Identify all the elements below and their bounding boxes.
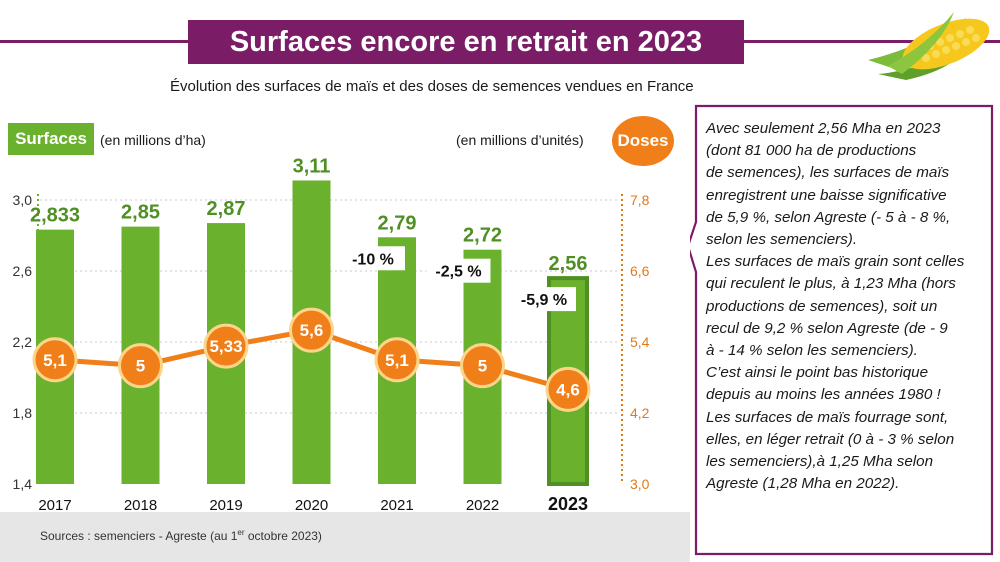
callout-line: elles, en léger retrait (0 à - 3 % selon <box>706 430 955 448</box>
x-tick-label: 2020 <box>295 497 328 512</box>
callout-line: Agreste (1,28 Mha en 2022). <box>706 475 900 493</box>
callout-line: de 5,9 %, selon Agreste (- 5 à - 8 %, <box>706 208 951 226</box>
doses-point <box>460 343 505 389</box>
doses-badge: Doses <box>612 116 674 166</box>
right-tick-label: 3,0 <box>630 476 650 492</box>
bar-value-label: 2,87 <box>207 198 246 220</box>
doses-point <box>289 307 334 353</box>
callout-line: Les surfaces de maïs fourrage sont, <box>706 408 949 426</box>
callout-bubble <box>690 104 994 556</box>
bar-value-label: 2,833 <box>30 205 80 227</box>
x-tick-label: 2019 <box>209 497 242 512</box>
callout-text: Avec seulement 2,56 Mha en 2023 (dont 81 … <box>706 118 990 495</box>
corn-cob-icon <box>868 12 990 80</box>
doses-point <box>374 337 420 383</box>
doses-value-label: 5 <box>136 357 145 376</box>
doses-value-label: 4,6 <box>556 380 580 399</box>
left-tick-label: 1,8 <box>13 405 33 421</box>
left-axis-unit: (en millions d’ha) <box>100 132 206 148</box>
doses-value-label: 5,1 <box>385 351 409 370</box>
x-tick-label: 2017 <box>38 497 71 512</box>
x-tick-label: 2018 <box>124 497 157 512</box>
bar-value-label: 3,11 <box>293 155 331 177</box>
doses-point <box>118 343 163 389</box>
bar-value-label: 2,79 <box>378 212 417 234</box>
callout-line: C’est ainsi le point bas historique <box>706 364 929 382</box>
surfaces-badge: Surfaces <box>8 123 94 155</box>
footer-band <box>0 512 690 562</box>
callout-line: qui reculent le plus, à 1,23 Mha (hors <box>706 275 956 293</box>
doses-value-label: 5,1 <box>43 351 67 370</box>
callout-line: (dont 81 000 ha de productions <box>706 142 917 160</box>
chart-title: Surfaces encore en retrait en 2023 <box>188 20 744 64</box>
right-tick-label: 5,4 <box>630 334 650 350</box>
sources-note: Sources : semenciers - Agreste (au 1er o… <box>40 528 322 543</box>
callout-line: à - 14 % selon les semenciers). <box>706 342 918 360</box>
doses-value-label: 5,33 <box>209 337 242 356</box>
annotation-bg <box>512 287 576 312</box>
doses-value-label: 5,6 <box>300 321 324 340</box>
callout-line: de semences), les surfaces de maïs <box>706 164 950 182</box>
change-annotation: -2,5 % <box>435 264 481 281</box>
left-tick-label: 3,0 <box>13 192 33 208</box>
callout-line: depuis au moins les années 1980 ! <box>706 386 941 404</box>
left-tick-label: 2,2 <box>13 334 33 350</box>
callout-line: selon les semenciers). <box>706 231 858 249</box>
left-tick-label: 1,4 <box>13 476 33 492</box>
sources-superscript: er <box>237 528 245 537</box>
annotation-bg <box>426 258 491 283</box>
chart-subtitle: Évolution des surfaces de maïs et des do… <box>170 78 694 95</box>
annotation-bg <box>341 246 405 271</box>
doses-point <box>545 366 591 412</box>
right-tick-label: 6,6 <box>630 263 650 279</box>
callout-line: recul de 9,2 % selon Agreste (de - 9 <box>706 319 948 337</box>
bar-value-label: 2,72 <box>463 225 502 247</box>
callout-line: enregistrent une baisse significative <box>706 186 947 204</box>
doses-point <box>203 323 249 369</box>
doses-point <box>32 337 78 383</box>
right-axis-unit: (en millions d’unités) <box>456 132 584 148</box>
x-tick-label: 2021 <box>380 497 413 512</box>
callout-line: Les surfaces de maïs grain sont celles <box>706 253 965 271</box>
chart-area: 1,4 1,8 2,2 2,6 3,0 3,0 4,2 5,4 6,6 7,8 2,833 2,85 2… <box>13 155 650 512</box>
bar-value-label: 2,85 <box>121 202 160 224</box>
callout-line: Avec seulement 2,56 Mha en 2023 <box>706 120 941 137</box>
bar-value-label: 2,56 <box>549 253 588 275</box>
callout-line: les semenciers),à 1,25 Mha selon <box>706 453 934 471</box>
left-tick-label: 2,6 <box>13 263 33 279</box>
callout-line: productions de semences), soit un <box>706 297 938 315</box>
right-tick-label: 7,8 <box>630 192 650 208</box>
x-tick-label: 2023 <box>548 494 588 512</box>
sources-text-end: octobre 2023) <box>244 529 322 543</box>
x-tick-label: 2022 <box>466 497 499 512</box>
doses-value-label: 5 <box>478 357 487 376</box>
change-annotation: -10 % <box>352 251 394 268</box>
change-annotation: -5,9 % <box>521 292 567 309</box>
sources-text: Sources : semenciers - Agreste (au 1 <box>40 529 238 543</box>
right-tick-label: 4,2 <box>630 405 650 421</box>
